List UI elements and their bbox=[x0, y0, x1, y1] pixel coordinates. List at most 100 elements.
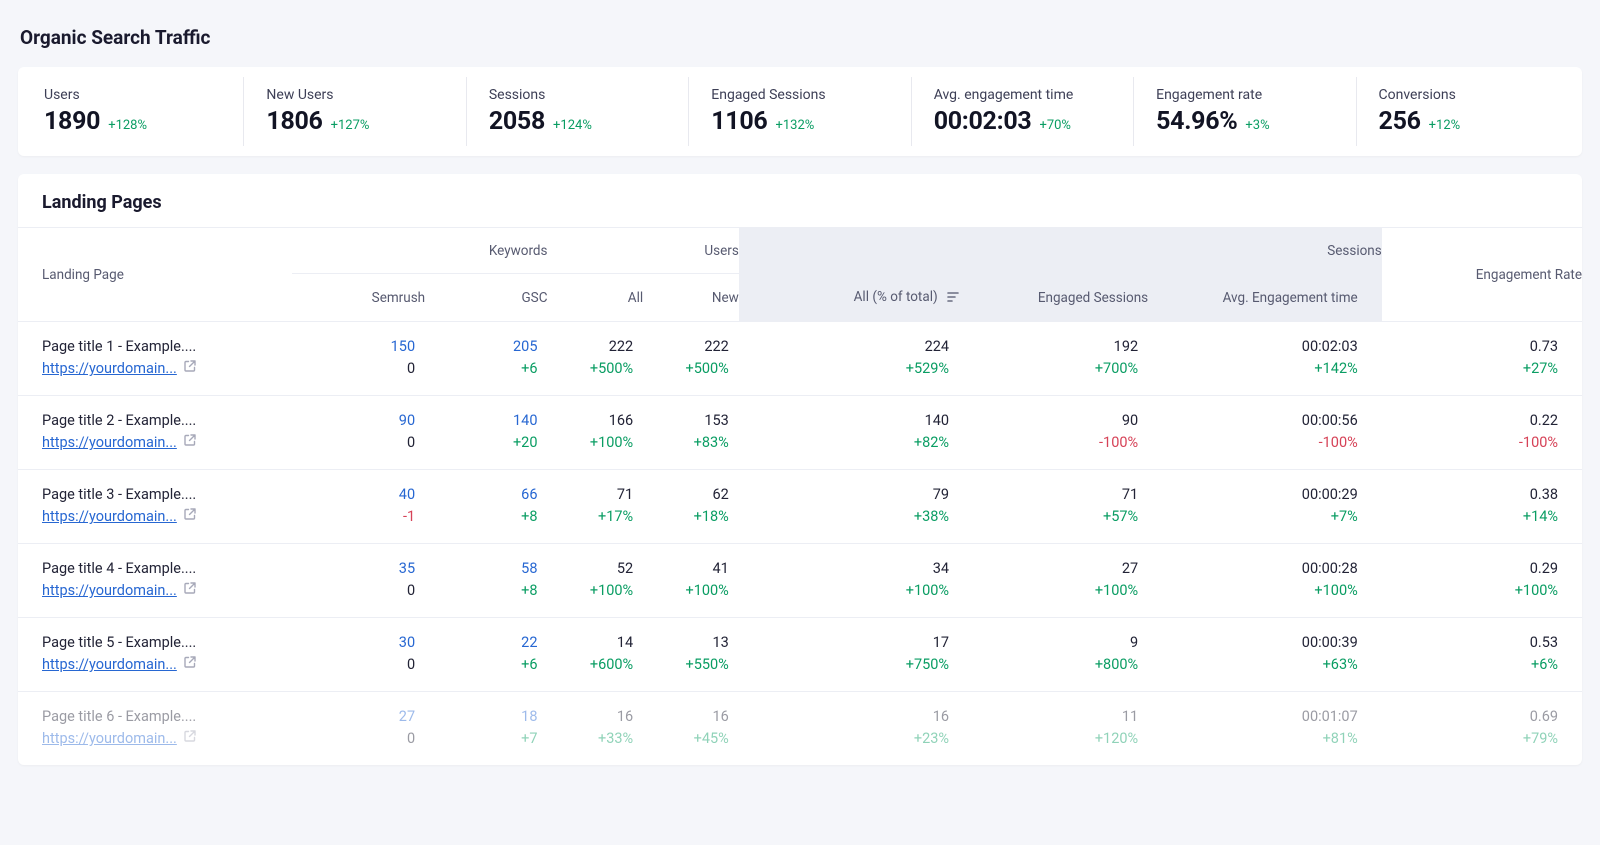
cell-delta: +500% bbox=[643, 358, 729, 380]
cell-delta: +100% bbox=[1382, 580, 1558, 602]
external-link-icon[interactable] bbox=[183, 432, 197, 454]
cell-value: 0.53 bbox=[1382, 632, 1558, 654]
cell-value: 150 bbox=[292, 336, 415, 358]
metric-item[interactable]: New Users1806+127% bbox=[244, 77, 466, 146]
metric-item[interactable]: Sessions2058+124% bbox=[467, 77, 689, 146]
cell-delta: +529% bbox=[739, 358, 949, 380]
metric-item[interactable]: Conversions256+12% bbox=[1357, 77, 1578, 146]
landing-page-url[interactable]: https://yourdomain... bbox=[42, 728, 177, 750]
cell-value: 52 bbox=[547, 558, 633, 580]
table-row: Page title 1 - Example....https://yourdo… bbox=[18, 322, 1582, 396]
landing-page-url[interactable]: https://yourdomain... bbox=[42, 432, 177, 454]
cell-delta: 0 bbox=[292, 432, 415, 454]
cell-delta: +100% bbox=[643, 580, 729, 602]
cell-value: 14 bbox=[547, 632, 633, 654]
cell-delta: +142% bbox=[1148, 358, 1358, 380]
col-header-engagement-rate[interactable]: Engagement Rate bbox=[1382, 228, 1582, 322]
cell-delta: +8 bbox=[425, 580, 537, 602]
external-link-icon[interactable] bbox=[183, 728, 197, 750]
cell-delta: +23% bbox=[739, 728, 949, 750]
page-title: Organic Search Traffic bbox=[20, 26, 1582, 49]
landing-page-url[interactable]: https://yourdomain... bbox=[42, 580, 177, 602]
col-group-header-sessions[interactable]: Sessions bbox=[739, 228, 1382, 274]
landing-page-url[interactable]: https://yourdomain... bbox=[42, 654, 177, 676]
metrics-summary-card: Users 1890 +128% New Users1806+127%Sessions… bbox=[18, 67, 1582, 156]
cell-delta: 0 bbox=[292, 728, 415, 750]
cell-delta: +800% bbox=[959, 654, 1138, 676]
landing-page-url[interactable]: https://yourdomain... bbox=[42, 358, 177, 380]
col-group-header-keywords[interactable]: Keywords bbox=[292, 228, 548, 274]
metric-value: 1890 bbox=[44, 107, 100, 136]
table-row: Page title 4 - Example....https://yourdo… bbox=[18, 543, 1582, 617]
cell-value: 90 bbox=[292, 410, 415, 432]
cell-value: 224 bbox=[739, 336, 949, 358]
landing-page-url[interactable]: https://yourdomain... bbox=[42, 506, 177, 528]
metric-item[interactable]: Users 1890 +128% bbox=[22, 77, 244, 146]
col-header-engaged-sessions[interactable]: Engaged Sessions bbox=[959, 274, 1148, 322]
cell-delta: +100% bbox=[547, 580, 633, 602]
cell-value: 35 bbox=[292, 558, 415, 580]
metric-value: 54.96% bbox=[1156, 107, 1237, 136]
cell-delta: +82% bbox=[739, 432, 949, 454]
table-row: Page title 6 - Example....https://yourdo… bbox=[18, 691, 1582, 764]
cell-delta: +18% bbox=[643, 506, 729, 528]
cell-value: 58 bbox=[425, 558, 537, 580]
col-header-semrush[interactable]: Semrush bbox=[292, 274, 425, 322]
col-header-sessions-all[interactable]: All (% of total) bbox=[739, 274, 959, 322]
cell-value: 27 bbox=[292, 706, 415, 728]
metric-delta: +70% bbox=[1039, 118, 1071, 133]
cell-value: 00:00:28 bbox=[1148, 558, 1358, 580]
cell-value: 16 bbox=[643, 706, 729, 728]
cell-value: 62 bbox=[643, 484, 729, 506]
col-group-header-users[interactable]: Users bbox=[547, 228, 738, 274]
col-header-users-all[interactable]: All bbox=[547, 274, 643, 322]
cell-delta: +100% bbox=[547, 432, 633, 454]
cell-delta: +57% bbox=[959, 506, 1138, 528]
external-link-icon[interactable] bbox=[183, 580, 197, 602]
cell-value: 16 bbox=[547, 706, 633, 728]
cell-value: 00:00:39 bbox=[1148, 632, 1358, 654]
cell-delta: +83% bbox=[643, 432, 729, 454]
cell-value: 00:00:56 bbox=[1148, 410, 1358, 432]
cell-delta: -1 bbox=[292, 506, 415, 528]
col-header-landing-page[interactable]: Landing Page bbox=[18, 228, 292, 322]
metric-item[interactable]: Avg. engagement time00:02:03+70% bbox=[912, 77, 1134, 146]
cell-value: 90 bbox=[959, 410, 1138, 432]
table-row: Page title 5 - Example....https://yourdo… bbox=[18, 617, 1582, 691]
col-header-gsc[interactable]: GSC bbox=[425, 274, 547, 322]
external-link-icon[interactable] bbox=[183, 654, 197, 676]
metric-value: 1806 bbox=[266, 107, 322, 136]
metric-delta: +128% bbox=[108, 118, 147, 133]
metric-item[interactable]: Engaged Sessions1106+132% bbox=[689, 77, 911, 146]
cell-value: 41 bbox=[643, 558, 729, 580]
landing-page-title: Page title 3 - Example.... bbox=[42, 484, 242, 506]
cell-delta: -100% bbox=[1382, 432, 1558, 454]
cell-value: 00:01:07 bbox=[1148, 706, 1358, 728]
cell-delta: +7 bbox=[425, 728, 537, 750]
cell-value: 153 bbox=[643, 410, 729, 432]
cell-value: 140 bbox=[739, 410, 949, 432]
landing-pages-table: Landing Page Keywords Users Sessions Eng… bbox=[18, 227, 1582, 765]
external-link-icon[interactable] bbox=[183, 506, 197, 528]
metric-item[interactable]: Engagement rate54.96%+3% bbox=[1134, 77, 1356, 146]
cell-value: 30 bbox=[292, 632, 415, 654]
landing-page-title: Page title 4 - Example.... bbox=[42, 558, 242, 580]
cell-value: 0.29 bbox=[1382, 558, 1558, 580]
cell-delta: +63% bbox=[1148, 654, 1358, 676]
cell-value: 16 bbox=[739, 706, 949, 728]
cell-value: 0.69 bbox=[1382, 706, 1558, 728]
cell-delta: +33% bbox=[547, 728, 633, 750]
cell-delta: +79% bbox=[1382, 728, 1558, 750]
metric-label: Conversions bbox=[1379, 87, 1556, 103]
metric-label: Engaged Sessions bbox=[711, 87, 888, 103]
col-header-avg-engagement[interactable]: Avg. Engagement time bbox=[1148, 274, 1382, 322]
cell-value: 0.38 bbox=[1382, 484, 1558, 506]
col-header-users-new[interactable]: New bbox=[643, 274, 739, 322]
metric-label: Users bbox=[44, 87, 221, 103]
cell-delta: +27% bbox=[1382, 358, 1558, 380]
metric-label: Avg. engagement time bbox=[934, 87, 1111, 103]
external-link-icon[interactable] bbox=[183, 358, 197, 380]
cell-value: 166 bbox=[547, 410, 633, 432]
metric-delta: +132% bbox=[775, 118, 814, 133]
landing-page-title: Page title 2 - Example.... bbox=[42, 410, 242, 432]
